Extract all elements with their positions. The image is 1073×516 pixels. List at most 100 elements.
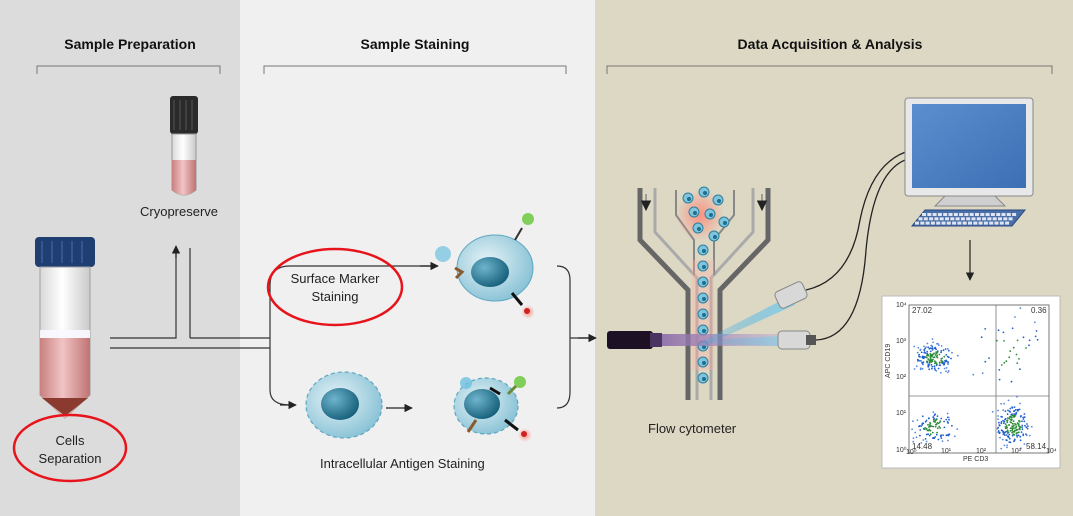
- plot-dot: [1023, 416, 1026, 419]
- plot-dot: [931, 354, 933, 357]
- plot-dot: [934, 436, 937, 438]
- plot-dot: [1008, 417, 1011, 420]
- plot-dot: [911, 428, 913, 431]
- label-cells: Cells: [55, 433, 85, 448]
- plot-dot: [1016, 362, 1019, 364]
- plot-dot: [1016, 436, 1019, 438]
- keyboard-key: [994, 221, 999, 225]
- plot-dot: [1006, 446, 1008, 449]
- plot-dot: [940, 345, 943, 347]
- plot-dot: [1002, 331, 1005, 334]
- plot-dot: [939, 420, 942, 422]
- plot-dot: [1015, 429, 1018, 432]
- plot-dot: [947, 361, 950, 364]
- plot-dot: [1009, 350, 1012, 352]
- plot-dot: [931, 348, 934, 351]
- plot-dot: [930, 364, 933, 366]
- plot-dot: [930, 347, 933, 350]
- plot-dot: [922, 427, 925, 430]
- plot-dot: [997, 415, 999, 417]
- highlight-cells-separation: [12, 413, 128, 483]
- plot-dot: [998, 378, 1001, 381]
- plot-dot: [1015, 432, 1018, 435]
- plot-y-tick: 10⁰: [896, 447, 907, 454]
- plot-dot: [920, 442, 923, 444]
- keyboard-key: [990, 213, 995, 216]
- plot-dot: [1019, 402, 1021, 405]
- plot-dot: [1008, 356, 1011, 359]
- keyboard-key: [962, 221, 967, 225]
- cell-particle-nucleus: [702, 377, 706, 381]
- plot-dot: [943, 362, 946, 364]
- cell-particle-nucleus: [702, 297, 706, 301]
- cables: [805, 149, 913, 341]
- keyboard-key: [975, 213, 979, 216]
- plot-dot: [1003, 340, 1005, 342]
- highlight-surface-marker: [266, 247, 404, 327]
- plot-dot: [1013, 406, 1016, 408]
- plot-dot: [932, 411, 935, 413]
- plot-dot: [997, 426, 1000, 429]
- plot-dot: [927, 346, 930, 349]
- plot-dot: [931, 367, 933, 370]
- plot-dot: [922, 361, 925, 363]
- permeabilized-cell-icon: [305, 371, 383, 439]
- label-surface-staining: Staining: [311, 289, 359, 304]
- plot-dot: [1026, 423, 1028, 425]
- keyboard-key: [952, 221, 957, 225]
- plot-dot: [936, 351, 939, 353]
- plot-dot: [944, 348, 947, 350]
- plot-dot: [930, 344, 933, 347]
- plot-dot: [1010, 421, 1013, 424]
- plot-dot: [924, 427, 926, 429]
- plot-dot: [956, 354, 959, 357]
- keyboard-key: [992, 217, 997, 221]
- plot-dot: [1018, 358, 1020, 360]
- plot-dot: [1002, 431, 1005, 434]
- plot-dot: [1013, 413, 1015, 415]
- plot-dot: [1021, 420, 1023, 423]
- plot-dot: [1004, 423, 1007, 425]
- plot-dot: [1023, 443, 1026, 445]
- plot-dot: [1012, 415, 1015, 417]
- keyboard-key: [989, 221, 994, 225]
- plot-dot: [923, 349, 926, 352]
- keyboard-key: [946, 221, 951, 225]
- plot-dot: [997, 409, 999, 412]
- plot-dot: [931, 365, 934, 368]
- plot-dot: [924, 438, 927, 440]
- plot-dot: [1010, 418, 1013, 421]
- plot-dot: [1007, 399, 1010, 402]
- plot-y-tick: 10⁴: [896, 302, 907, 309]
- keyboard-key: [937, 213, 942, 216]
- plot-dot: [1018, 420, 1021, 423]
- plot-dot: [937, 342, 939, 345]
- plot-dot: [1028, 434, 1031, 437]
- plot-dot: [1006, 419, 1009, 422]
- plot-y-tick: 10²: [896, 374, 907, 381]
- plot-dot: [928, 417, 930, 419]
- plot-dot: [1036, 338, 1039, 341]
- plot-dot: [1021, 424, 1024, 427]
- bracket-preparation: [36, 65, 221, 74]
- plot-dot: [942, 349, 945, 352]
- cell-particle-nucleus: [702, 361, 706, 365]
- plot-dot: [929, 350, 932, 353]
- plot-dot: [917, 346, 920, 349]
- cell-particle-nucleus: [703, 191, 707, 195]
- plot-dot: [1017, 423, 1020, 425]
- keyboard-key: [969, 213, 974, 216]
- keyboard-key: [983, 221, 988, 225]
- plot-dot: [1009, 407, 1012, 410]
- plot-dot: [926, 342, 929, 345]
- plot-dot: [1002, 419, 1004, 422]
- plot-dot: [927, 354, 929, 356]
- plot-dot: [940, 417, 943, 420]
- plot-dot: [930, 425, 933, 427]
- plot-dot: [912, 437, 915, 439]
- plot-dot: [1002, 422, 1005, 425]
- plot-dot: [920, 360, 922, 362]
- plot-y-tick: 10¹: [896, 410, 907, 417]
- plot-dot: [943, 426, 946, 429]
